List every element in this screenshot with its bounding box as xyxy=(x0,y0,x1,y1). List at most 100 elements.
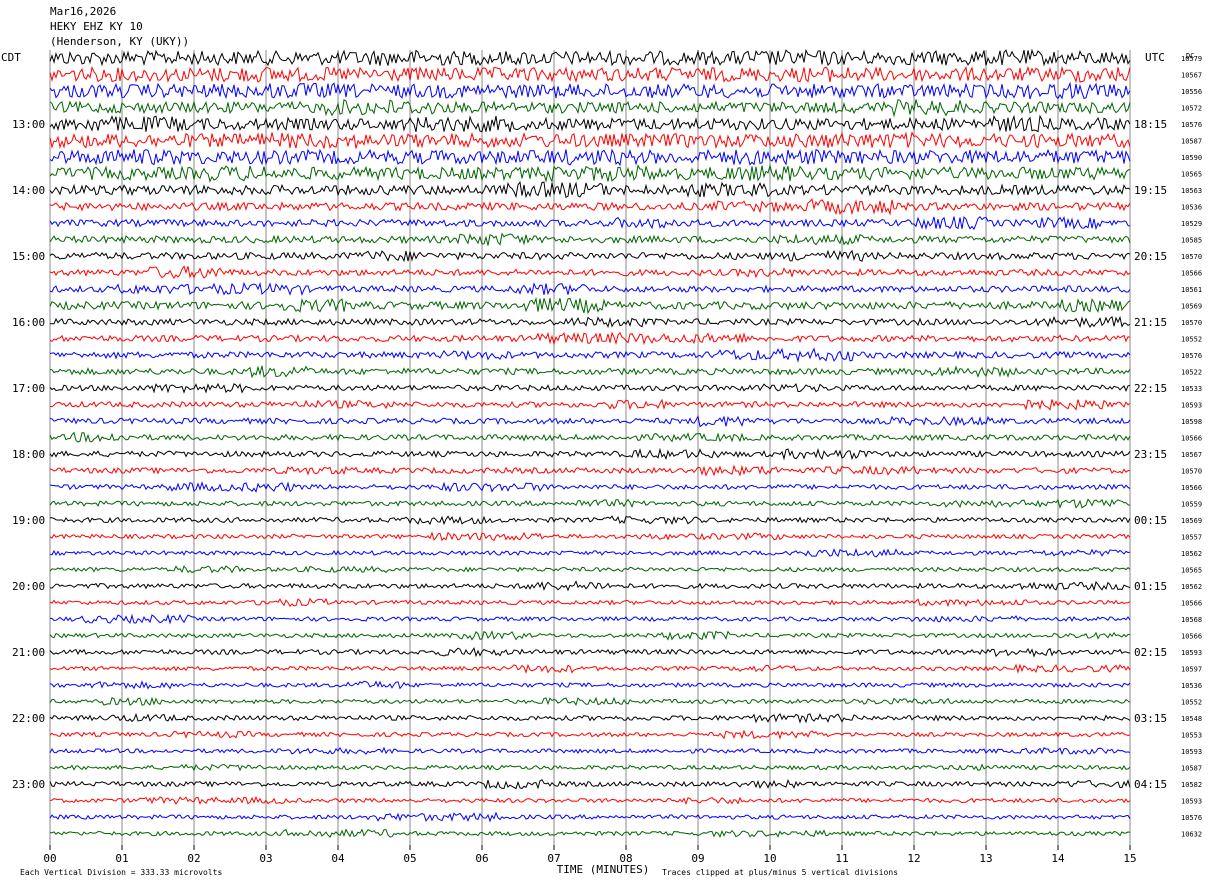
right-hour-label: 21:15 xyxy=(1134,316,1167,329)
x-tick-label: 06 xyxy=(475,852,488,865)
dc-offset-label: 10552 xyxy=(1181,699,1202,707)
trace-row xyxy=(49,663,1131,674)
trace-row xyxy=(49,680,1131,690)
trace-row xyxy=(49,746,1131,756)
x-tick-label: 00 xyxy=(43,852,56,865)
left-hour-label: 18:00 xyxy=(12,448,45,461)
trace-row xyxy=(49,347,1131,363)
dc-offset-label: 10565 xyxy=(1181,567,1202,575)
left-hour-label: 17:00 xyxy=(12,382,45,395)
x-tick-label: 05 xyxy=(403,852,416,865)
dc-offset-label: 10569 xyxy=(1181,303,1202,311)
trace-row xyxy=(49,811,1131,823)
dc-offset-label: 10562 xyxy=(1181,550,1202,558)
x-tick-label: 09 xyxy=(691,852,704,865)
right-hour-label: 20:15 xyxy=(1134,250,1167,263)
local-time-labels: 13:00 14:00 15:00 16:00 17:00 18:00 19:00 20:00… xyxy=(12,118,45,791)
dc-offset-label: 10548 xyxy=(1181,715,1202,723)
scale-note: Each Vertical Division = 333.33 microvol… xyxy=(20,868,222,877)
left-hour-label: 23:00 xyxy=(12,778,45,791)
dc-offset-label: 10561 xyxy=(1181,286,1202,294)
dc-offset-label: 10556 xyxy=(1181,88,1202,96)
trace-row xyxy=(49,779,1131,790)
location-label: (Henderson, KY (UKY)) xyxy=(50,35,190,48)
x-tick-label: 08 xyxy=(619,852,632,865)
trace-row xyxy=(49,163,1131,184)
trace-row xyxy=(49,630,1130,641)
dc-offset-label: 10566 xyxy=(1181,600,1202,608)
trace-row xyxy=(49,382,1131,394)
dc-offset-label: 10572 xyxy=(1181,105,1202,113)
dc-offset-label: 10582 xyxy=(1181,781,1202,789)
dc-offset-label: 10570 xyxy=(1181,319,1202,327)
right-hour-label: 00:15 xyxy=(1134,514,1167,527)
trace-row xyxy=(49,365,1131,379)
left-hour-label: 20:00 xyxy=(12,580,45,593)
x-tick-label: 07 xyxy=(547,852,560,865)
dc-offset-label: 10566 xyxy=(1181,270,1202,278)
dc-offset-label: 10533 xyxy=(1181,385,1202,393)
trace-row xyxy=(49,114,1131,133)
trace-row xyxy=(50,828,1131,838)
trace-row xyxy=(49,281,1131,296)
station-label: HEKY EHZ KY 10 xyxy=(50,20,143,33)
x-tick-label: 11 xyxy=(835,852,848,865)
dc-offset-label: 10536 xyxy=(1181,682,1202,690)
dc-offset-label: 10567 xyxy=(1181,451,1202,459)
dc-offset-label: 10597 xyxy=(1181,666,1202,674)
x-tick-label: 14 xyxy=(1051,852,1065,865)
dc-offset-label: 10570 xyxy=(1181,253,1202,261)
x-tick-label: 12 xyxy=(907,852,920,865)
dc-offset-label: 10632 xyxy=(1181,831,1202,839)
date-label: Mar16,2026 xyxy=(50,5,117,18)
x-tick-label: 04 xyxy=(331,852,345,865)
trace-row xyxy=(49,548,1131,558)
trace-row xyxy=(49,331,1131,346)
trace-row xyxy=(49,265,1131,280)
trace-row xyxy=(49,597,1131,608)
right-hour-label: 01:15 xyxy=(1134,580,1167,593)
utc-time-labels: 18:15 19:15 20:15 21:15 22:15 23:15 00:15 01:15… xyxy=(1134,118,1167,791)
trace-row xyxy=(49,613,1131,625)
dc-offset-label: 10529 xyxy=(1181,220,1202,228)
dc-offset-label: 10566 xyxy=(1181,484,1202,492)
right-hour-label: 19:15 xyxy=(1134,184,1167,197)
trace-row xyxy=(49,65,1131,84)
dc-offset-label: 10562 xyxy=(1181,583,1202,591)
dc-offset-label: 10566 xyxy=(1181,633,1202,641)
trace-row xyxy=(49,414,1131,428)
dc-offset-label: 10585 xyxy=(1181,237,1202,245)
dc-offset-label: 10587 xyxy=(1181,765,1202,773)
trace-row xyxy=(49,431,1131,443)
dc-offset-label: 10570 xyxy=(1181,468,1202,476)
trace-row xyxy=(49,180,1131,199)
right-hour-label: 02:15 xyxy=(1134,646,1167,659)
left-hour-label: 16:00 xyxy=(12,316,45,329)
x-tick-label: 01 xyxy=(115,852,128,865)
trace-row xyxy=(49,99,1131,118)
dc-offset-label: 10565 xyxy=(1181,171,1202,179)
trace-row xyxy=(49,315,1131,329)
trace-row xyxy=(49,232,1131,246)
right-hour-label: 22:15 xyxy=(1134,382,1167,395)
dc-offset-label: 10563 xyxy=(1181,187,1202,195)
dc-offset-label: 10576 xyxy=(1181,121,1202,129)
dc-offset-label: 10593 xyxy=(1181,748,1202,756)
trace-row xyxy=(49,647,1131,658)
trace-row xyxy=(49,249,1131,263)
dc-offset-label: 10590 xyxy=(1181,154,1202,162)
left-hour-label: 21:00 xyxy=(12,646,45,659)
left-hour-label: 15:00 xyxy=(12,250,45,263)
dc-offset-label: 10553 xyxy=(1181,732,1202,740)
dc-offset-label: 10569 xyxy=(1181,517,1202,525)
trace-row xyxy=(49,729,1131,740)
right-hour-label: 23:15 xyxy=(1134,448,1167,461)
dc-offset-labels: 10579 10567 10556 10572 10576 10587 10590 10565… xyxy=(1181,55,1202,839)
right-hour-label: 04:15 xyxy=(1134,778,1167,791)
left-hour-label: 13:00 xyxy=(12,118,45,131)
trace-row xyxy=(49,48,1131,67)
right-hour-label: 18:15 xyxy=(1134,118,1167,131)
trace-row xyxy=(49,148,1131,167)
minute-gridlines xyxy=(49,50,1131,845)
dc-offset-label: 10552 xyxy=(1181,336,1202,344)
